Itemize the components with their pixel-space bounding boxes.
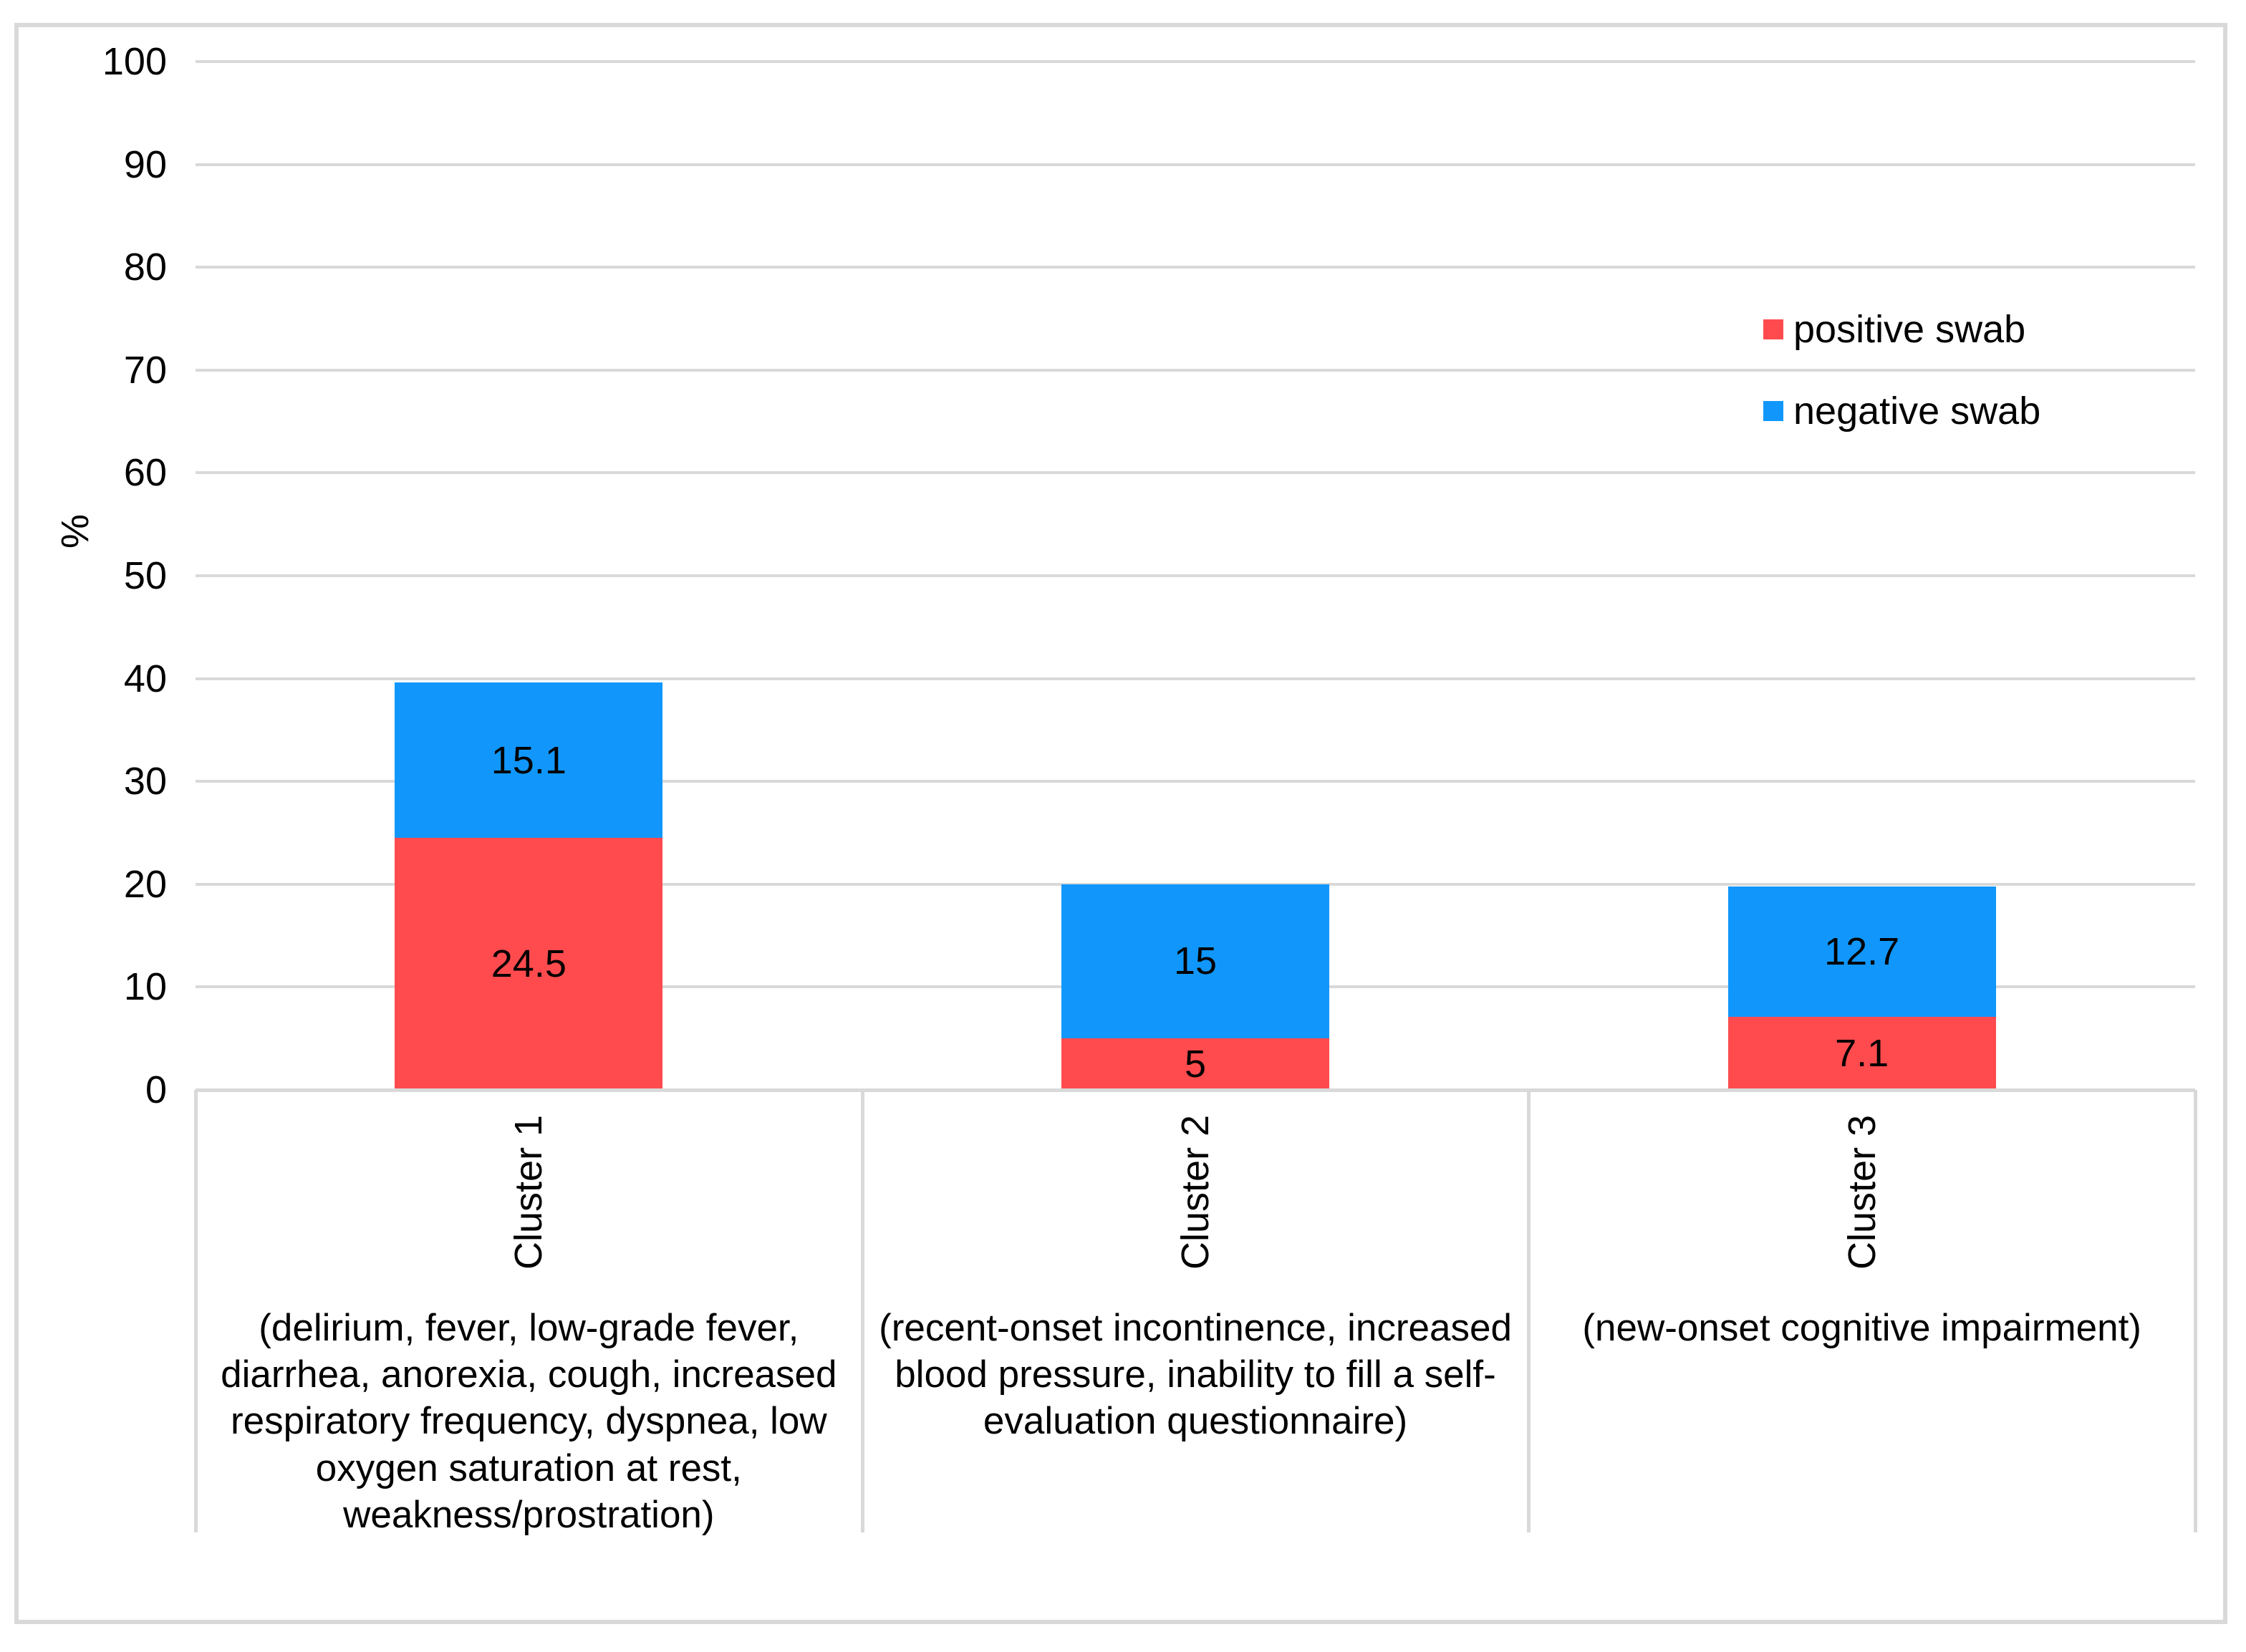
legend-swatch-icon-negative-swab	[1763, 401, 1783, 421]
data-label-positive-swab-2: 5	[1184, 1043, 1207, 1086]
bar-3-segment-positive-swab: 7.1	[1727, 1017, 1996, 1090]
data-label-negative-swab-2: 15	[1173, 939, 1218, 983]
y-tick-label-40: 40	[123, 657, 167, 700]
data-label-positive-swab-3: 7.1	[1835, 1032, 1889, 1075]
y-tick-label-30: 30	[123, 760, 167, 803]
gridline-30	[196, 780, 2195, 783]
data-label-negative-swab-1: 15.1	[491, 738, 567, 782]
bar-2-segment-negative-swab: 15	[1061, 884, 1329, 1039]
y-tick-label-80: 80	[123, 246, 167, 289]
gridline-100	[196, 60, 2195, 63]
gridline-80	[196, 266, 2195, 269]
legend-item-negative-swab: negative swab	[1763, 390, 2040, 433]
gridline-70	[196, 368, 2195, 372]
category-divider-3	[2194, 1090, 2197, 1532]
bar-3-segment-negative-swab: 12.7	[1727, 886, 1996, 1018]
legend-label-positive-swab: positive swab	[1793, 308, 2026, 351]
bar-1-segment-positive-swab: 24.5	[395, 838, 663, 1090]
x-axis-line	[196, 1088, 2195, 1092]
category-label-1: Cluster 1	[507, 1114, 551, 1270]
category-divider-1	[860, 1090, 864, 1532]
gridline-90	[196, 163, 2195, 166]
data-label-negative-swab-3: 12.7	[1824, 929, 1900, 973]
y-tick-label-70: 70	[123, 348, 167, 392]
bar-1-segment-negative-swab: 15.1	[395, 682, 663, 839]
y-axis-title: %	[54, 514, 97, 549]
category-description-2: (recent-onset incontinence, increased bl…	[879, 1307, 1512, 1443]
category-label-3: Cluster 3	[1840, 1114, 1884, 1270]
gridline-50	[196, 574, 2195, 577]
category-label-2: Cluster 2	[1174, 1114, 1217, 1270]
figure-border	[14, 23, 2227, 1624]
y-tick-label-90: 90	[123, 143, 167, 186]
legend-item-positive-swab: positive swab	[1763, 308, 2040, 351]
y-tick-label-100: 100	[102, 40, 167, 83]
y-tick-label-60: 60	[123, 451, 167, 495]
legend-swatch-icon-positive-swab	[1763, 319, 1783, 339]
legend-label-negative-swab: negative swab	[1793, 390, 2041, 433]
y-tick-label-10: 10	[123, 965, 167, 1009]
data-label-positive-swab-1: 24.5	[491, 942, 567, 986]
category-divider-0	[194, 1090, 198, 1532]
category-description-1: (delirium, fever, low-grade fever, diarr…	[221, 1307, 837, 1536]
gridline-60	[196, 471, 2195, 475]
bar-2-segment-positive-swab: 5	[1061, 1038, 1329, 1090]
gridline-40	[196, 677, 2195, 680]
y-tick-label-0: 0	[145, 1068, 167, 1111]
y-tick-label-50: 50	[123, 554, 167, 597]
y-tick-label-20: 20	[123, 862, 167, 906]
legend: positive swab negative swab	[1763, 308, 2040, 471]
category-divider-2	[1527, 1090, 1531, 1532]
category-description-3: (new-onset cognitive impairment)	[1582, 1307, 2141, 1349]
